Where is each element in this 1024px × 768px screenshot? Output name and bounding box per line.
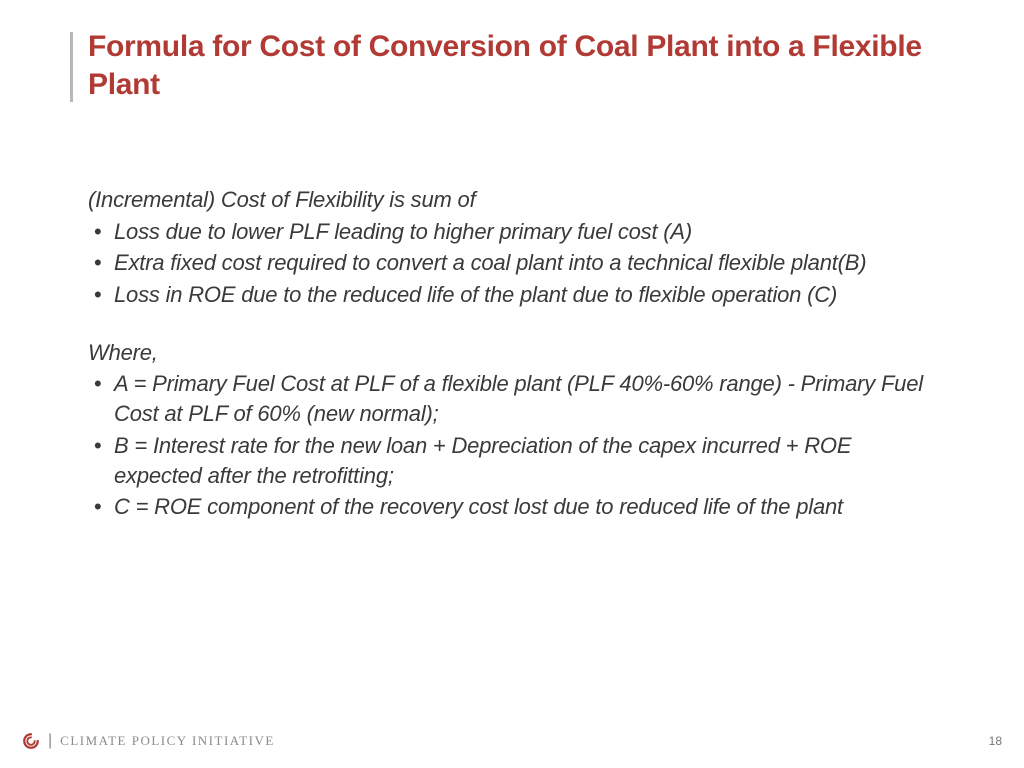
slide-footer: | CLIMATE POLICY INITIATIVE 18 bbox=[22, 732, 1002, 750]
list-item: Extra fixed cost required to convert a c… bbox=[88, 248, 934, 278]
footer-org-name: CLIMATE POLICY INITIATIVE bbox=[60, 733, 275, 749]
list-item: Loss in ROE due to the reduced life of t… bbox=[88, 280, 934, 310]
slide-title-region: Formula for Cost of Conversion of Coal P… bbox=[70, 28, 964, 103]
where-label: Where, bbox=[88, 338, 934, 368]
slide-body: (Incremental) Cost of Flexibility is sum… bbox=[88, 185, 934, 524]
intro-line: (Incremental) Cost of Flexibility is sum… bbox=[88, 185, 934, 215]
where-definitions-list: A = Primary Fuel Cost at PLF of a flexib… bbox=[88, 369, 934, 521]
cost-components-list: Loss due to lower PLF leading to higher … bbox=[88, 217, 934, 310]
title-accent-bar bbox=[70, 32, 73, 102]
list-item: A = Primary Fuel Cost at PLF of a flexib… bbox=[88, 369, 934, 428]
footer-branding: | CLIMATE POLICY INITIATIVE bbox=[22, 732, 275, 750]
page-number: 18 bbox=[989, 734, 1002, 748]
footer-divider: | bbox=[48, 732, 52, 750]
cpi-logo-icon bbox=[22, 732, 40, 750]
list-item: B = Interest rate for the new loan + Dep… bbox=[88, 431, 934, 490]
list-item: C = ROE component of the recovery cost l… bbox=[88, 492, 934, 522]
list-item: Loss due to lower PLF leading to higher … bbox=[88, 217, 934, 247]
slide-title: Formula for Cost of Conversion of Coal P… bbox=[88, 28, 964, 103]
